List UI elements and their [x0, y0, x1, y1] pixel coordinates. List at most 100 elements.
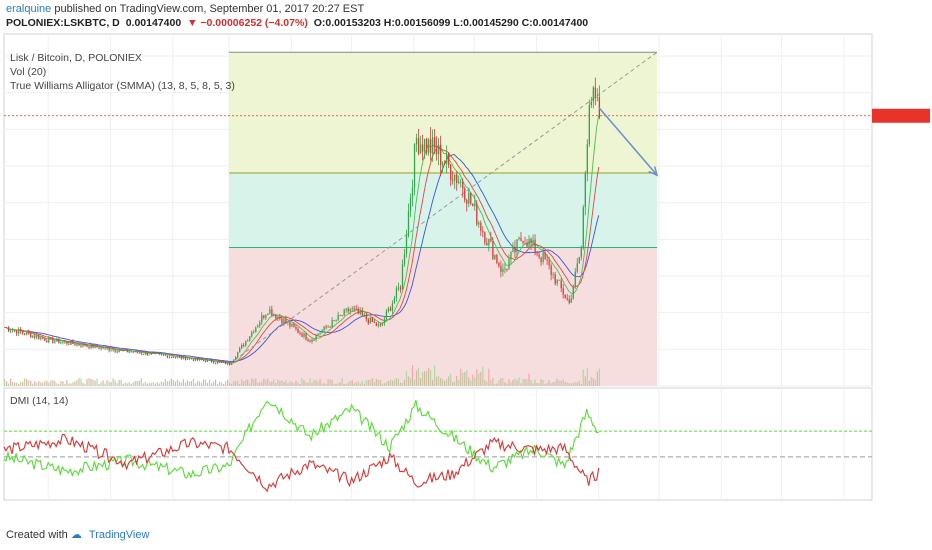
candle-body: [100, 347, 102, 349]
volume-bar: [172, 379, 174, 386]
candle-body: [168, 356, 171, 358]
volume-bar: [247, 379, 249, 386]
volume-bar: [395, 378, 398, 386]
tradingview-brand[interactable]: TradingView: [88, 529, 150, 541]
candle-body: [218, 361, 221, 363]
volume-bar: [438, 376, 440, 386]
candle-body: [227, 362, 229, 365]
candle-body: [66, 341, 68, 344]
volume-bar: [263, 378, 265, 386]
volume-bar: [66, 380, 68, 386]
volume-bar: [460, 368, 462, 386]
candle-body: [114, 349, 116, 352]
volume-bar: [44, 380, 46, 386]
volume-bar: [560, 380, 562, 386]
candle-body: [263, 315, 265, 318]
volume-bar: [329, 378, 331, 386]
volume-bar: [383, 383, 385, 386]
volume-bar: [399, 382, 402, 386]
candle-body: [369, 317, 371, 324]
volume-bar: [369, 379, 371, 386]
volume-bar: [574, 381, 576, 386]
volume-bar: [331, 380, 333, 386]
candle-body: [76, 344, 78, 346]
publish-line: eralquine published on TradingView.com, …: [6, 3, 364, 15]
volume-bar: [261, 381, 263, 386]
candle-body: [590, 101, 593, 106]
candle-body: [548, 260, 550, 266]
candle-body: [460, 181, 462, 183]
candle-body: [44, 338, 46, 341]
volume-bar: [452, 381, 454, 386]
volume-bar: [269, 381, 271, 386]
volume-bar: [484, 379, 486, 386]
volume-bar: [431, 379, 434, 386]
candle-body: [285, 318, 287, 323]
volume-bar: [524, 379, 526, 386]
candle-body: [506, 268, 508, 270]
volume-bar: [24, 378, 26, 386]
volume-bar: [361, 381, 363, 386]
volume-bar: [512, 380, 514, 386]
candle-body: [152, 352, 154, 354]
volume-bar: [397, 378, 400, 386]
volume-bar: [120, 379, 122, 386]
candle-body: [126, 349, 128, 352]
volume-bar: [233, 381, 235, 386]
volume-bar: [96, 378, 98, 386]
volume-bar: [423, 371, 426, 386]
volume-bar: [572, 382, 574, 386]
volume-bar: [26, 379, 28, 386]
volume-bar: [295, 380, 297, 386]
volume-bar: [18, 383, 20, 386]
volume-bar: [490, 379, 492, 386]
volume-bar: [200, 382, 203, 386]
candle-body: [417, 138, 420, 154]
volume-bar: [482, 366, 484, 386]
candle-body: [407, 211, 410, 236]
volume-bar: [341, 378, 343, 386]
volume-bar: [156, 382, 158, 386]
candle-body: [319, 333, 321, 335]
candle-body: [450, 164, 452, 180]
volume-bar: [500, 378, 502, 386]
candle-body: [317, 334, 319, 336]
candle-body: [387, 308, 390, 312]
candle-body: [448, 153, 450, 165]
vol-legend: Vol (20): [10, 66, 47, 78]
volume-bar: [442, 379, 444, 386]
volume-bar: [307, 382, 309, 386]
candle-body: [313, 339, 315, 341]
volume-bar: [148, 383, 150, 386]
candle-body: [431, 137, 434, 154]
volume-bar: [470, 380, 472, 386]
candle-body: [592, 87, 595, 102]
volume-bar: [110, 382, 112, 386]
author-link[interactable]: eralquine: [6, 3, 52, 15]
volume-bar: [540, 379, 542, 386]
candle-body: [444, 163, 446, 164]
last-price: 0.00147400: [125, 17, 182, 29]
candle-body: [275, 314, 277, 319]
candle-body: [225, 362, 227, 365]
volume-bar: [588, 380, 590, 386]
candle-body: [359, 310, 361, 314]
candle-body: [251, 332, 253, 337]
candle-body: [528, 238, 530, 247]
volume-bar: [556, 378, 558, 386]
volume-bar: [355, 382, 357, 386]
candle-body: [86, 346, 88, 348]
candle-body: [425, 139, 428, 153]
candle-body: [566, 298, 568, 300]
volume-bar: [580, 383, 582, 386]
candle-body: [92, 344, 94, 348]
candle-body: [486, 242, 488, 246]
volume-bar: [319, 378, 321, 386]
dmi-pane: [3, 387, 873, 501]
price-chart[interactable]: [0, 0, 932, 525]
candle-body: [108, 348, 110, 351]
volume-bar: [516, 380, 518, 386]
volume-bar: [90, 378, 92, 386]
volume-bar: [542, 379, 544, 386]
volume-bar: [518, 377, 520, 386]
